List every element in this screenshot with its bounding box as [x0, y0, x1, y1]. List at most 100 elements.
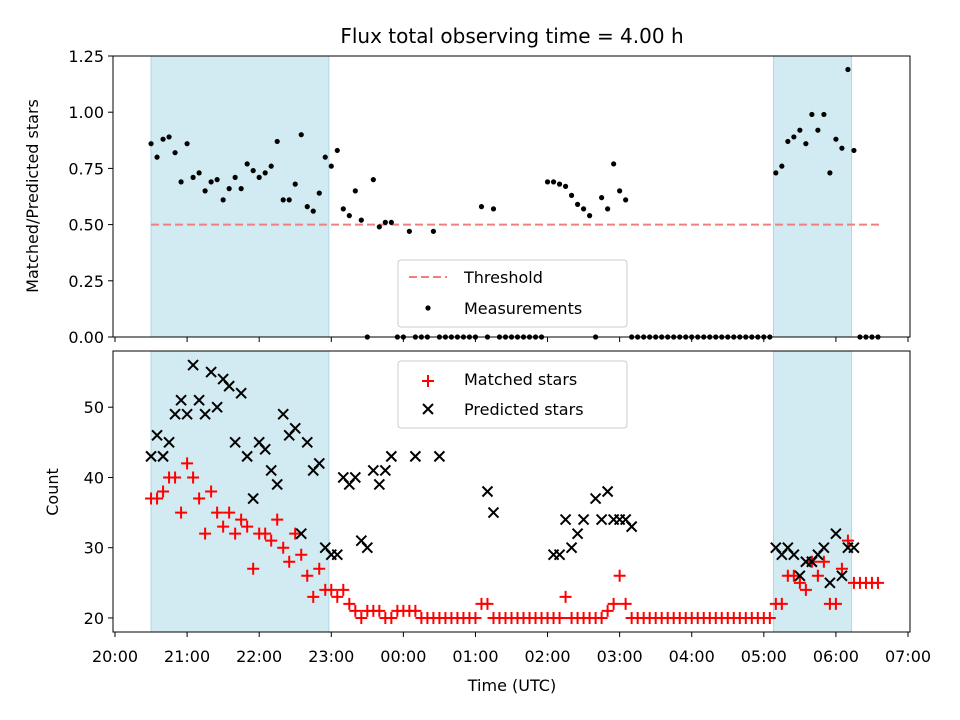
x-tick-label: 06:00: [813, 647, 859, 666]
shaded-interval-1: [772, 350, 853, 633]
matched-star-point: [277, 541, 290, 554]
measurement-point: [274, 138, 280, 145]
ratio-panel-frame: [112, 55, 911, 338]
x-tick-label: 00:00: [380, 647, 426, 666]
shaded-interval-0: [150, 55, 330, 338]
x-tick-label: 23:00: [308, 647, 354, 666]
count-y-axis-label: Count: [43, 468, 62, 516]
measurement-point: [172, 150, 178, 156]
legend-threshold-label: Threshold: [463, 268, 543, 287]
measurement-point: [340, 206, 346, 212]
measurement-point: [154, 154, 160, 160]
measurement-point: [605, 206, 611, 212]
measurement-point: [292, 181, 298, 187]
x-tick-label: 07:00: [885, 647, 931, 666]
measurement-point: [568, 192, 575, 198]
measurement-point: [268, 163, 274, 169]
matched-star-point: [343, 597, 356, 610]
predicted-star-point: [385, 450, 398, 463]
measurement-point: [322, 154, 328, 160]
matched-star-point: [553, 611, 566, 624]
measurement-point: [148, 141, 154, 147]
matched-star-point: [811, 569, 824, 582]
predicted-star-point: [199, 408, 211, 420]
matched-star-point: [355, 611, 368, 624]
matched-star-point: [241, 520, 254, 533]
ratio-legend-box: [397, 259, 628, 328]
predicted-star-point: [565, 541, 578, 554]
measurement-point: [382, 219, 388, 225]
y-tick-label: 40: [84, 468, 104, 487]
y-tick-label: 50: [84, 398, 104, 417]
matched-star-point: [175, 506, 188, 519]
legend-predicted-swatch: [422, 403, 434, 415]
predicted-star-point: [247, 492, 259, 505]
predicted-star-point: [788, 549, 800, 561]
measurement-point: [262, 170, 268, 176]
matched-star-point: [157, 485, 170, 498]
predicted-star-point: [229, 436, 241, 449]
chart-title: Flux total observing time = 4.00 h: [340, 24, 683, 48]
matched-star-point: [841, 534, 854, 547]
matched-star-point: [313, 562, 326, 575]
matched-star-point: [247, 562, 260, 575]
matched-star-point: [817, 555, 830, 568]
measurement-point: [178, 179, 184, 185]
matched-star-point: [271, 513, 284, 526]
predicted-star-point: [367, 464, 380, 477]
matched-star-point: [295, 548, 308, 561]
matched-star-point: [373, 604, 386, 617]
ratio-legend: Threshold Measurements: [397, 259, 628, 328]
y-tick-label: 0.00: [68, 328, 104, 347]
shaded-interval-0: [150, 350, 330, 633]
measurement-point: [839, 145, 845, 151]
measurement-point: [202, 188, 208, 194]
measurement-point: [358, 217, 364, 223]
y-tick-label: 1.00: [68, 103, 104, 122]
y-tick-label: 0.25: [68, 272, 104, 291]
ratio-y-axis-label: Matched/Predicted stars: [23, 99, 42, 293]
measurement-point: [250, 168, 256, 174]
measurement-point: [316, 190, 322, 196]
measurement-point: [617, 188, 623, 194]
predicted-star-point: [818, 541, 830, 554]
measurement-point: [586, 213, 593, 219]
matched-star-point: [301, 569, 314, 582]
legend-matched-swatch: [422, 375, 434, 387]
matched-star-point: [325, 583, 338, 596]
x-tick-label: 03:00: [597, 647, 643, 666]
predicted-star-point: [313, 457, 325, 470]
measurement-point: [370, 177, 376, 183]
measurement-point: [809, 111, 815, 118]
measurement-point: [562, 183, 569, 189]
predicted-star-point: [187, 359, 199, 371]
matched-star-point: [211, 506, 224, 519]
matched-star-point: [181, 457, 194, 470]
matched-points: [145, 457, 884, 624]
matched-star-point: [193, 492, 206, 505]
matched-star-point: [169, 471, 182, 484]
matched-star-point: [775, 597, 788, 610]
matched-star-point: [223, 506, 236, 519]
predicted-star-point: [577, 513, 590, 526]
matched-star-point: [217, 520, 230, 533]
predicted-star-point: [830, 527, 842, 540]
measurement-point: [310, 208, 316, 214]
measurement-point: [304, 204, 310, 210]
measurement-point: [286, 197, 292, 203]
predicted-star-point: [481, 485, 494, 498]
matched-star-point: [763, 611, 776, 624]
predicted-star-point: [553, 549, 566, 561]
predicted-star-point: [433, 450, 446, 463]
matched-star-point: [799, 583, 812, 596]
predicted-star-point: [559, 513, 572, 526]
predicted-star-point: [193, 394, 205, 406]
matched-star-point: [259, 527, 272, 540]
count-panel: 20 30 40 50 20:00 21:00 22:00 23:00 00:00 01:00 0…: [43, 350, 931, 695]
predicted-star-point: [235, 387, 247, 399]
x-tick-label: 04:00: [669, 647, 715, 666]
predicted-star-point: [211, 401, 223, 413]
ratio-x-ticks: [114, 337, 909, 342]
predicted-star-point: [145, 450, 157, 463]
